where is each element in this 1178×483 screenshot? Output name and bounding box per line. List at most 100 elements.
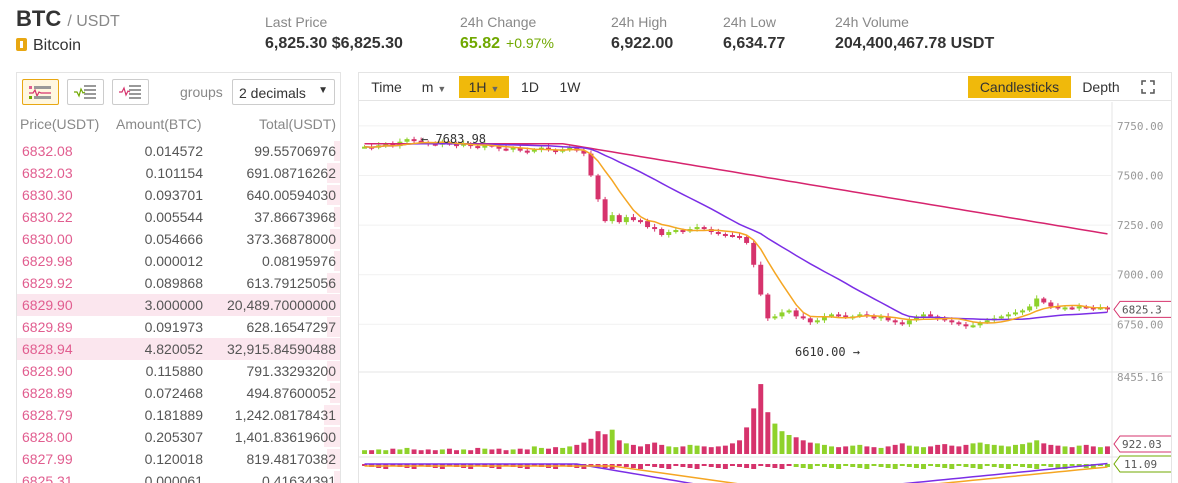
groups-label: groups — [180, 84, 223, 100]
depth-tab[interactable]: Depth — [1082, 79, 1120, 95]
order-row[interactable]: 6832.03 0.101154 691.08716262 — [17, 162, 340, 184]
candle — [616, 215, 622, 223]
price-axis-tick: 6750.00 — [1117, 318, 1163, 331]
minute-interval-dropdown[interactable]: m ▼ — [414, 76, 454, 98]
macd-bar — [560, 464, 566, 466]
order-amount: 0.115880 — [145, 363, 203, 379]
volume-bar — [836, 447, 842, 454]
volume-bar — [1020, 444, 1026, 454]
volume-bar — [1048, 444, 1054, 454]
order-total: 32,915.84590488 — [227, 341, 336, 357]
order-price: 6830.00 — [22, 231, 73, 247]
candle — [899, 322, 905, 325]
price-axis-tick: 7000.00 — [1117, 269, 1163, 282]
volume-bar — [1069, 447, 1075, 454]
order-row[interactable]: 6829.92 0.089868 613.79125056 — [17, 272, 340, 294]
order-amount: 0.205307 — [144, 429, 203, 445]
macd-bar — [864, 464, 870, 469]
volume-bar — [538, 447, 544, 454]
order-row[interactable]: 6832.08 0.014572 99.55706976 — [17, 140, 340, 162]
candlesticks-tab[interactable]: Candlesticks — [968, 76, 1071, 98]
low-value: 6,634.77 — [723, 35, 786, 52]
macd-bar — [1090, 464, 1096, 469]
volume-bar — [376, 449, 382, 454]
volume-bar — [807, 442, 813, 454]
order-row[interactable]: 6828.94 4.820052 32,915.84590488 — [17, 338, 340, 360]
view-asks-button[interactable] — [112, 79, 149, 105]
macd-bar — [1013, 464, 1018, 466]
macd-bar — [638, 464, 643, 469]
volume-bar — [921, 447, 926, 454]
volume-bar — [843, 446, 849, 454]
ask-rows: 6832.08 0.014572 99.55706976 6832.03 0.10115… — [17, 140, 340, 483]
time-button[interactable]: Time — [371, 79, 402, 95]
price-axis-tick: 7500.00 — [1117, 169, 1163, 182]
week-interval-button[interactable]: 1W — [559, 79, 581, 95]
macd-bar — [998, 464, 1004, 468]
order-row[interactable]: 6829.90 3.000000 20,489.70000000 — [17, 294, 340, 316]
candle — [1013, 312, 1018, 315]
order-row[interactable]: 6830.00 0.054666 373.36878000 — [17, 228, 340, 250]
macd-bar — [645, 464, 651, 466]
order-row[interactable]: 6828.90 0.115880 791.33293200 — [17, 360, 340, 382]
view-both-button[interactable] — [22, 79, 59, 105]
view-bids-button[interactable] — [67, 79, 104, 105]
macd-bar — [949, 464, 955, 469]
macd-bar — [850, 464, 856, 467]
volume-bar — [758, 384, 764, 454]
order-row[interactable]: 6828.89 0.072468 494.87600052 — [17, 382, 340, 404]
candle — [871, 315, 877, 319]
order-row[interactable]: 6830.22 0.005544 37.86673968 — [17, 206, 340, 228]
volume-bar — [489, 449, 495, 454]
volume-bar — [602, 434, 608, 454]
candle — [737, 235, 743, 238]
macd-bar — [829, 464, 834, 468]
fullscreen-button[interactable] — [1135, 76, 1161, 98]
volume-bar — [722, 445, 728, 454]
asks-only-icon — [119, 85, 141, 99]
candle — [829, 314, 834, 317]
order-price: 6830.30 — [22, 187, 73, 203]
candle — [362, 146, 368, 149]
chart-toolbar: Time m ▼ 1H ▼ 1D 1W Candlesticks Depth — [359, 73, 1171, 101]
amount-column-header: Amount(BTC) — [116, 116, 202, 132]
order-total: 494.87600052 — [246, 385, 336, 401]
volume-bar — [418, 450, 424, 454]
volume-bar — [517, 448, 523, 454]
candlestick-chart[interactable]: 7750.00 7500.00 7250.00 7000.00 6750.00 ← 768… — [359, 102, 1171, 483]
order-total: 20,489.70000000 — [227, 297, 336, 313]
volume-bar — [737, 440, 743, 454]
order-total: 819.48170382 — [246, 451, 336, 467]
macd-bar — [765, 464, 771, 467]
order-row[interactable]: 6827.99 0.120018 819.48170382 — [17, 448, 340, 470]
order-row[interactable]: 6828.79 0.181889 1,242.08178431 — [17, 404, 340, 426]
volume-bar — [956, 446, 962, 454]
depth-bar — [334, 207, 340, 227]
order-row[interactable]: 6829.89 0.091973 628.16547297 — [17, 316, 340, 338]
candle — [814, 320, 820, 323]
last-price-stat: Last Price 6,825.30 $6,825.30 — [265, 14, 403, 53]
macd-bar — [418, 464, 424, 466]
macd-bar — [701, 464, 707, 466]
order-row[interactable]: 6828.00 0.205307 1,401.83619600 — [17, 426, 340, 448]
coin-name[interactable]: Bitcoin — [16, 37, 81, 55]
groups-select[interactable]: 2 decimals ▼ — [232, 79, 335, 105]
macd-bar — [1034, 464, 1040, 469]
macd-bar — [963, 464, 969, 467]
volume-bar — [885, 446, 891, 454]
hour-interval-dropdown[interactable]: 1H ▼ — [459, 76, 509, 98]
candle — [779, 312, 785, 317]
depth-bar — [327, 185, 340, 205]
order-row[interactable]: 6830.30 0.093701 640.00594030 — [17, 184, 340, 206]
day-interval-button[interactable]: 1D — [521, 79, 539, 95]
order-row[interactable]: 6825.31 0.000061 0.41634391 — [17, 470, 340, 483]
volume-bar — [963, 444, 969, 454]
volume-bar — [588, 438, 594, 454]
volume-bar — [454, 450, 459, 454]
volume-bar — [1083, 444, 1089, 454]
macd-bar — [1048, 464, 1054, 467]
order-row[interactable]: 6829.98 0.000012 0.08195976 — [17, 250, 340, 272]
candle — [772, 316, 778, 319]
volume-bar — [991, 444, 997, 454]
macd-bar — [446, 464, 452, 466]
